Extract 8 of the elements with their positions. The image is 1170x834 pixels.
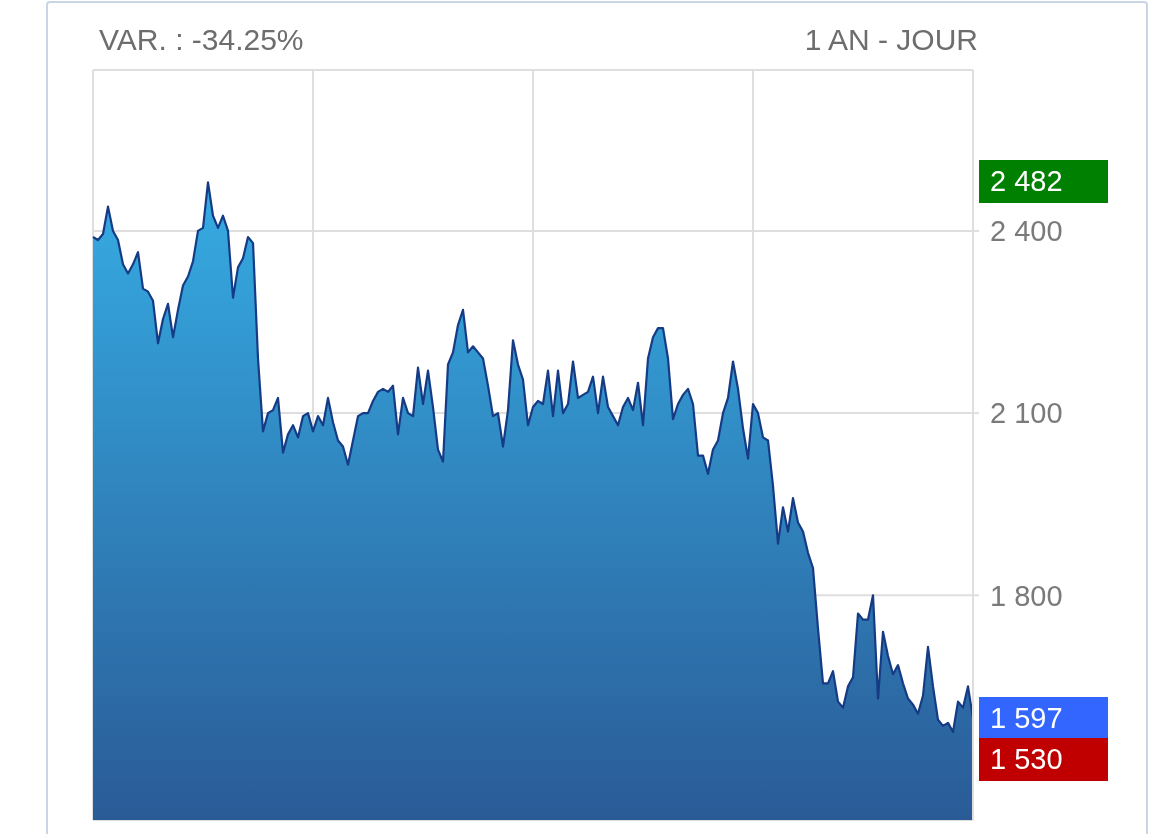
y-tick-label: 1 800 <box>990 579 1063 612</box>
y2-tick-label: 1 530 <box>990 742 1063 775</box>
y2-tick-label: 2 482 <box>990 164 1063 197</box>
y2-tick-label: 1 597 <box>990 702 1063 735</box>
y-tick-label: 2 400 <box>990 215 1063 248</box>
chart-title: VAR. : -34.25% <box>99 22 304 58</box>
y-tick-label: 2 100 <box>990 397 1063 430</box>
chart-subtitle: 1 AN - JOUR <box>804 22 978 58</box>
